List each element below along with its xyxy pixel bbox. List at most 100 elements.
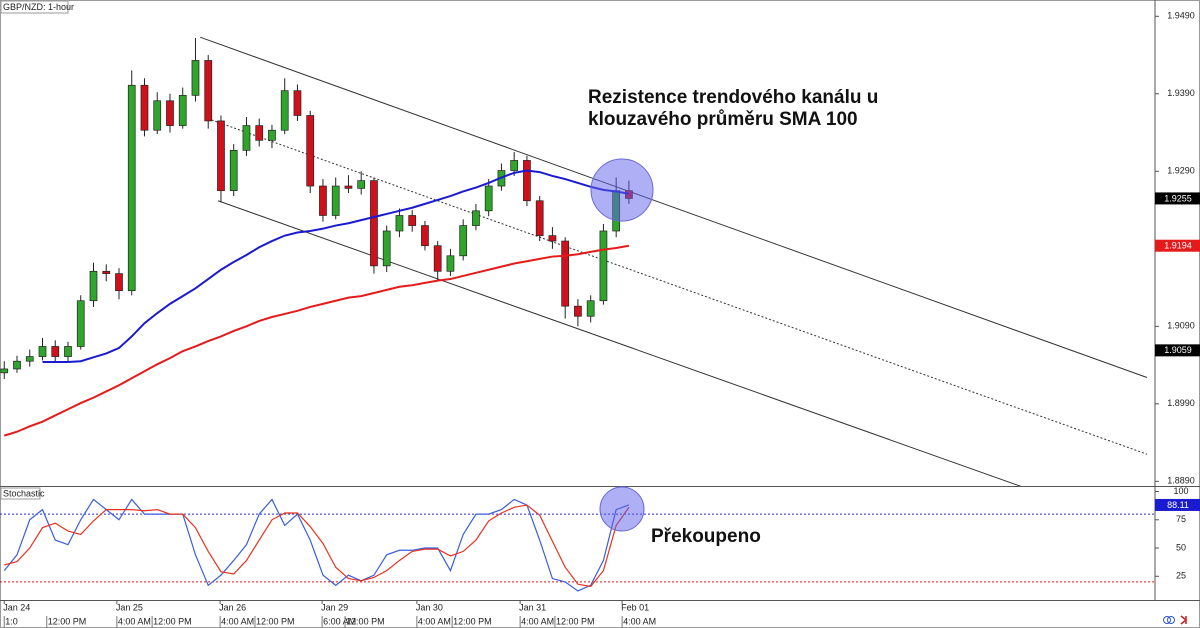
candle-body bbox=[25, 356, 34, 362]
x-day-label: Feb 01 bbox=[621, 602, 649, 612]
x-tick-label: 4:00 AM bbox=[221, 616, 254, 626]
price-tag-label: 1.9255 bbox=[1164, 193, 1192, 203]
candle-body bbox=[574, 305, 582, 317]
candle-body bbox=[166, 100, 174, 126]
stochastic-panel bbox=[0, 498, 1155, 592]
candle-body bbox=[13, 360, 21, 370]
candle-body bbox=[102, 270, 111, 274]
candle-body bbox=[191, 60, 200, 96]
candle-body bbox=[229, 150, 238, 192]
price-tag bbox=[1155, 344, 1200, 357]
candle-body bbox=[408, 215, 417, 226]
indicator-title: Stochastic bbox=[3, 488, 45, 498]
candle-body bbox=[395, 215, 404, 232]
y-tick-label: 1.9090 bbox=[1167, 321, 1195, 331]
link-icon[interactable] bbox=[1163, 616, 1171, 624]
candle-body bbox=[242, 125, 251, 151]
candle-body bbox=[548, 235, 557, 242]
candle-body bbox=[153, 100, 162, 131]
y-tick-label: 25 bbox=[1176, 571, 1186, 581]
price-tag-label: 1.9059 bbox=[1164, 345, 1192, 355]
symbol-box bbox=[0, 0, 69, 14]
x-tick-label: 4:00 AM bbox=[118, 616, 151, 626]
x-tick-label: 12:00 PM bbox=[153, 616, 192, 626]
candle-body bbox=[51, 346, 60, 357]
x-tick-label: 12:00 PM bbox=[256, 616, 295, 626]
candle-body bbox=[586, 300, 595, 317]
axes: 1.8890 1.8990 1.9090 1.9290 1.9390 1.9490 1.92… bbox=[3, 11, 1200, 628]
candle-body bbox=[255, 125, 264, 141]
highlight-circle bbox=[590, 158, 654, 222]
candle-body bbox=[510, 160, 519, 171]
y-tick-label: 1.9390 bbox=[1167, 88, 1195, 98]
candle-body bbox=[331, 185, 340, 216]
candle-body bbox=[599, 230, 608, 302]
indicator-box bbox=[0, 487, 41, 500]
candle-body bbox=[204, 60, 213, 122]
candle-body bbox=[217, 120, 225, 192]
x-day-label: Jan 31 bbox=[519, 602, 546, 612]
candle-body bbox=[280, 90, 289, 131]
y-tick-label: 75 bbox=[1176, 514, 1186, 524]
candle-body bbox=[319, 185, 327, 216]
candle-body bbox=[115, 273, 123, 292]
candle-body bbox=[140, 84, 149, 131]
channel-line bbox=[217, 200, 1022, 486]
candle-body bbox=[344, 185, 353, 189]
symbol-title: GBP/NZD: 1-hour bbox=[3, 2, 74, 12]
candle-body bbox=[306, 115, 315, 187]
x-day-label: Jan 26 bbox=[219, 602, 246, 612]
x-tick-label: 4:00 AM bbox=[521, 616, 554, 626]
x-day-label: Jan 29 bbox=[321, 602, 348, 612]
annotation: klouzavého průměru SMA 100 bbox=[588, 109, 858, 130]
candle-body bbox=[127, 84, 136, 292]
candle-body bbox=[382, 230, 391, 267]
candle-body bbox=[268, 129, 276, 141]
candle-body bbox=[370, 180, 378, 267]
channel-line bbox=[199, 36, 1148, 378]
candle-body bbox=[293, 90, 302, 116]
moving-average bbox=[3, 244, 630, 437]
candle-body bbox=[561, 240, 570, 307]
candle-body bbox=[0, 368, 9, 374]
highlight-circle bbox=[599, 486, 645, 532]
candle-body bbox=[76, 300, 85, 347]
y-tick-label: 100 bbox=[1173, 486, 1188, 496]
y-tick-label: 1.9290 bbox=[1167, 166, 1195, 176]
oscillator-line bbox=[3, 498, 630, 592]
x-tick-label: 6:00 AM bbox=[323, 616, 356, 626]
x-day-label: Jan 24 bbox=[3, 602, 30, 612]
price-tag-label: 1.9194 bbox=[1164, 241, 1192, 251]
price-tag bbox=[1155, 192, 1200, 205]
play-icon[interactable] bbox=[1180, 615, 1188, 625]
candle-body bbox=[178, 94, 187, 126]
candle-body bbox=[89, 270, 98, 302]
x-tick-label: 12:00 PM bbox=[453, 616, 492, 626]
moving-average bbox=[42, 169, 630, 363]
candle-body bbox=[472, 210, 480, 226]
x-tick-label: 4:00 AM bbox=[623, 616, 656, 626]
x-day-label: Jan 25 bbox=[116, 602, 143, 612]
x-tick-label: 1:0 bbox=[5, 616, 18, 626]
toolbar-icons[interactable] bbox=[1163, 615, 1188, 625]
price-tag bbox=[1155, 239, 1200, 252]
y-tick-label: 1.9490 bbox=[1167, 11, 1195, 21]
x-tick-label: 12:00 PM bbox=[346, 616, 385, 626]
price-tag bbox=[1155, 498, 1200, 511]
candle-body bbox=[523, 160, 531, 202]
x-tick-label: 12:00 PM bbox=[48, 616, 87, 626]
candle-body bbox=[357, 180, 366, 189]
candle-body bbox=[38, 346, 47, 357]
price-tag-label: 88.11 bbox=[1167, 500, 1189, 510]
annotation: Rezistence trendového kanálu u bbox=[588, 87, 878, 108]
candle-body bbox=[535, 200, 544, 236]
link-icon[interactable] bbox=[1167, 616, 1175, 624]
y-tick-label: 1.8890 bbox=[1167, 476, 1195, 486]
y-tick-label: 50 bbox=[1176, 542, 1186, 552]
x-tick-label: 4:00 AM bbox=[418, 616, 451, 626]
y-tick-label: 1.8990 bbox=[1167, 398, 1195, 408]
x-tick-label: 12:00 PM bbox=[556, 616, 595, 626]
